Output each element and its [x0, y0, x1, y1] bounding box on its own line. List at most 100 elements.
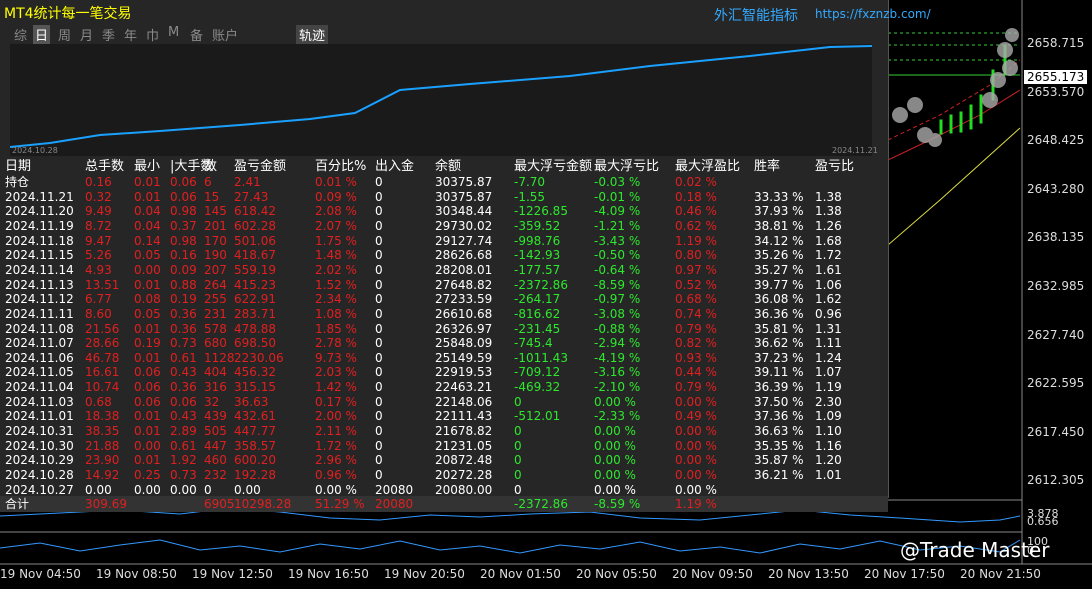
tab[interactable]: 巾 — [146, 29, 160, 44]
table-cell: -0.03 % — [594, 175, 641, 189]
table-cell: -0.01 % — [594, 189, 641, 204]
table-cell: 36.21 % — [754, 468, 804, 482]
table-cell: 0.79 % — [675, 380, 717, 395]
table-cell: 0.04 — [134, 218, 161, 233]
tab[interactable]: 日 — [33, 25, 51, 44]
table-cell: -709.12 — [514, 365, 561, 380]
table-cell: 16.61 — [85, 365, 120, 380]
price-label: 2632.985 — [1027, 279, 1085, 293]
table-cell: 0.36 — [170, 321, 197, 336]
table-cell: 26326.97 — [435, 321, 493, 336]
table-cell: -142.93 — [514, 248, 561, 263]
column-header: 盈亏金额 — [234, 159, 287, 174]
table-cell: 25149.59 — [435, 350, 493, 365]
row-label: 2024.11.14 — [5, 262, 74, 277]
indicator-label: 100 — [1027, 535, 1048, 548]
table-cell: 0.05 — [134, 306, 161, 321]
table-cell: 2.02 % — [315, 262, 357, 277]
table-cell: -469.32 — [514, 380, 561, 395]
column-header: 最大浮亏比 — [594, 159, 660, 174]
table-cell: 2.78 % — [315, 336, 357, 351]
table-cell: 1.08 % — [315, 306, 357, 321]
table-cell: 23.90 — [85, 453, 120, 468]
table-cell: 0 — [375, 218, 383, 233]
table-cell: 29127.74 — [435, 233, 493, 248]
table-cell: 0.00 % — [675, 482, 717, 497]
table-cell: 0 — [375, 233, 383, 248]
table-cell: 36.62 % — [754, 336, 804, 351]
table-cell: 22111.43 — [435, 409, 493, 424]
time-label: 20 Nov 09:50 — [672, 567, 753, 581]
table-cell: 0.37 — [170, 218, 197, 233]
table-cell: 0 — [375, 277, 383, 292]
table-cell: 21678.82 — [435, 424, 493, 439]
table-cell: 578 — [204, 321, 227, 336]
table-cell: 15 — [204, 189, 220, 204]
table-cell: 1.52 % — [315, 277, 357, 292]
table-cell: 0.49 % — [675, 409, 717, 424]
band-line — [887, 89, 1021, 161]
table-cell: 0.09 % — [315, 189, 357, 204]
table-cell: 32 — [204, 394, 220, 409]
table-cell: 0.44 % — [675, 365, 717, 380]
track-tab[interactable]: 轨迹 — [296, 25, 329, 44]
tab[interactable]: 月 — [80, 29, 94, 44]
price-label: 2622.595 — [1027, 376, 1085, 391]
table-cell: 602.28 — [234, 218, 276, 233]
time-label: 19 Nov 16:50 — [288, 567, 369, 581]
table-cell: 20872.48 — [435, 453, 493, 468]
table-cell: 0 — [375, 175, 383, 189]
table-cell: 0.16 — [170, 248, 197, 263]
row-label: 2024.11.03 — [5, 394, 74, 409]
table-cell: 0.61 — [170, 350, 197, 365]
table-cell: 0.46 % — [675, 204, 717, 219]
table-cell: -2.33 % — [594, 409, 641, 424]
table-cell: 0.98 — [170, 204, 197, 219]
row-label: 2024.11.21 — [5, 189, 74, 204]
tab[interactable]: 备 — [190, 29, 204, 44]
table-cell: 207 — [204, 262, 227, 277]
table-cell: 1.42 % — [315, 380, 357, 395]
table-cell: 0.01 — [134, 453, 161, 468]
table-cell: 0.79 % — [675, 321, 717, 336]
table-cell: -998.76 — [514, 233, 561, 248]
tab[interactable]: M — [168, 25, 180, 40]
table-cell: 0.01 — [134, 277, 161, 292]
table-cell: 0.00 — [170, 482, 197, 497]
table-cell: 315.15 — [234, 380, 276, 395]
table-cell: 1.72 — [815, 248, 842, 263]
table-cell: 36.36 % — [754, 306, 804, 321]
table-cell: 0.01 — [134, 175, 161, 189]
table-cell: 0.00 % — [594, 482, 636, 497]
tab[interactable]: 年 — [124, 29, 138, 44]
tab[interactable]: 周 — [58, 29, 72, 44]
table-cell: 9.47 — [85, 233, 112, 248]
table-cell: 38.81 % — [754, 218, 804, 233]
table-cell: 0.97 % — [675, 262, 717, 277]
table-cell: 0 — [375, 424, 383, 439]
price-label: 2617.450 — [1027, 424, 1085, 439]
table-cell: 1.85 % — [315, 321, 357, 336]
tab[interactable]: 综 — [14, 29, 28, 44]
table-cell: 0 — [375, 350, 383, 365]
table-cell: 0 — [514, 438, 522, 453]
table-cell: 2.34 % — [315, 292, 357, 307]
table-cell: 190 — [204, 248, 227, 263]
table-cell: 0.36 — [170, 380, 197, 395]
row-label: 2024.11.11 — [5, 306, 74, 321]
price-label: 2648.425 — [1027, 133, 1085, 148]
column-header: 百分比% — [315, 159, 367, 174]
table-cell: 0 — [375, 248, 383, 263]
table-cell: -8.59 % — [594, 497, 641, 512]
table-cell: 1.07 — [815, 365, 842, 380]
table-cell: 680 — [204, 336, 227, 351]
table-cell: 600.20 — [234, 453, 276, 468]
trade-markers — [892, 28, 1019, 147]
column-header: 出入金 — [375, 159, 415, 174]
table-cell: 1128 — [204, 350, 235, 365]
table-cell: 2.03 % — [315, 365, 357, 380]
table-cell: 0.96 % — [315, 468, 357, 482]
table-cell: 0.32 — [85, 189, 112, 204]
tab[interactable]: 季 — [102, 29, 116, 44]
tab[interactable]: 账户 — [212, 29, 239, 44]
